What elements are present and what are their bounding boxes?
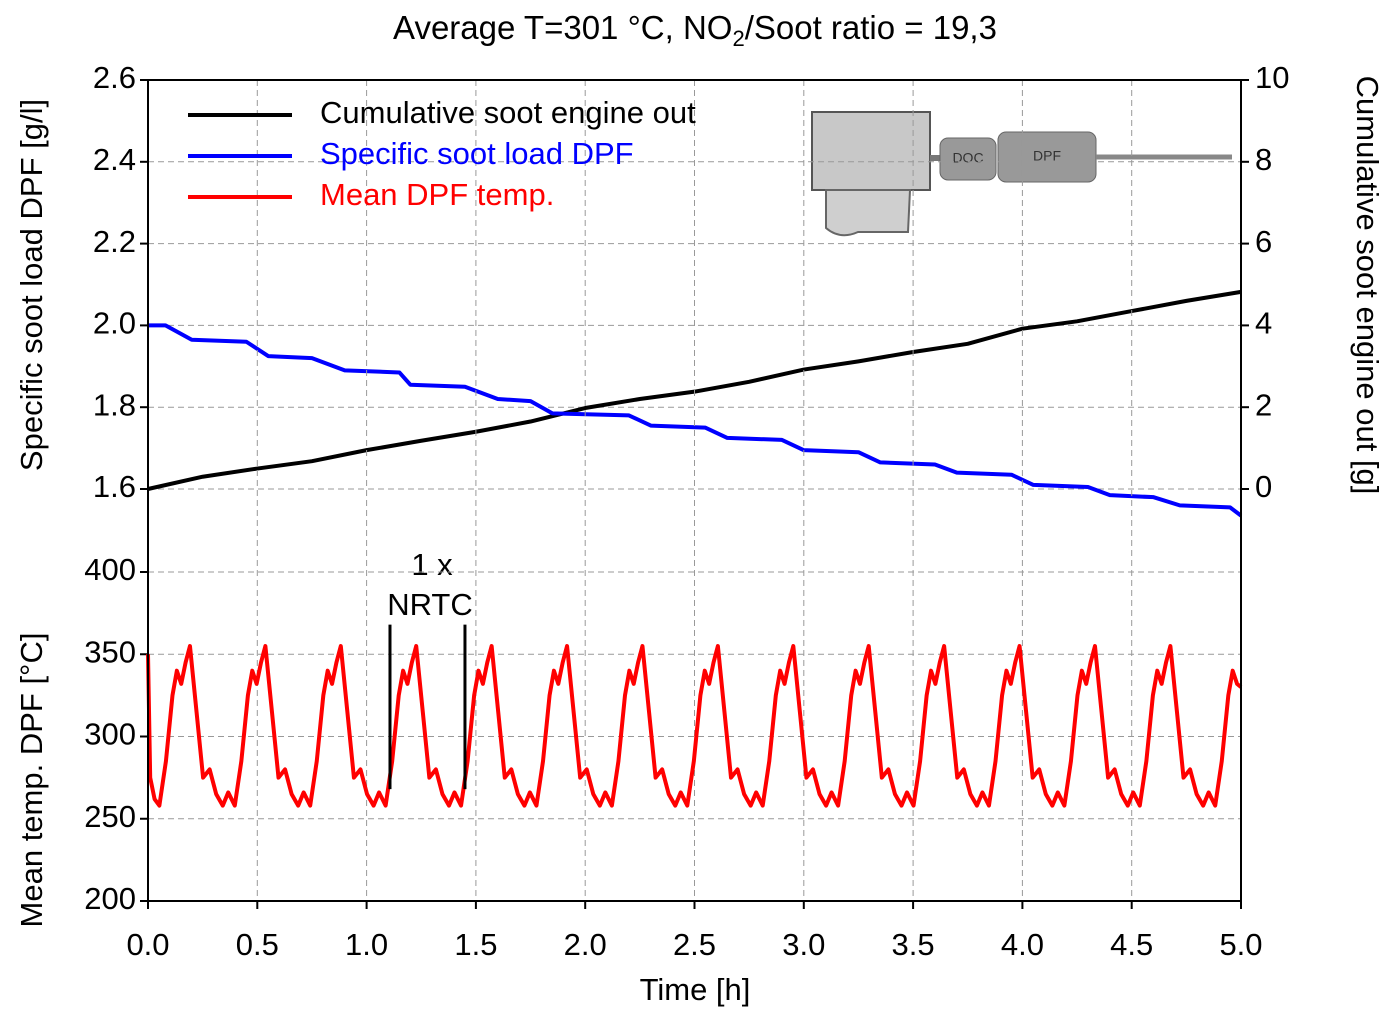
x-tick-label: 3.0 — [782, 927, 825, 962]
y2-tick-label: 6 — [1255, 224, 1272, 259]
x-tick-label: 1.5 — [454, 927, 497, 962]
inset-diagram: DOC DPF — [811, 111, 1232, 237]
y-tick-label: 2.0 — [93, 306, 136, 341]
title-rest: /Soot ratio = 19,3 — [745, 9, 997, 46]
y-tick-label: 1.6 — [93, 469, 136, 504]
data-line — [148, 323, 1243, 518]
plot-frame — [147, 79, 1242, 902]
chart-title: Average T=301 °C, NO2/Soot ratio = 19,3 — [393, 9, 997, 51]
x-tick-label: 2.0 — [564, 927, 607, 962]
y2-tick-label: 10 — [1255, 60, 1289, 95]
y-tick-label: 350 — [84, 634, 136, 669]
x-tick-label: 3.5 — [892, 927, 935, 962]
y-tick-label: 300 — [84, 717, 136, 752]
y-tick-label: 2.6 — [93, 60, 136, 95]
annotation: 1 x — [411, 547, 453, 582]
y-tick-label: 1.8 — [93, 387, 136, 422]
legend-label: Cumulative soot engine out — [320, 95, 696, 130]
y2-tick-label: 2 — [1255, 387, 1272, 422]
x-tick-label: 1.0 — [345, 927, 388, 962]
y2-tick-label: 8 — [1255, 142, 1272, 177]
y-axis-label: Specific soot load DPF [g/l] — [14, 99, 49, 471]
y-tick-label: 250 — [84, 799, 136, 834]
y-tick-label: 2.2 — [93, 224, 136, 259]
title-sub: 2 — [732, 26, 744, 51]
x-tick-label: 0.0 — [126, 927, 169, 962]
y-tick-label: 400 — [84, 552, 136, 587]
y2-axis-label: Cumulative soot engine out [g] — [1350, 76, 1385, 495]
engine — [811, 111, 931, 191]
y-axis-label: Mean temp. DPF [°C] — [14, 633, 49, 928]
inset-label: DPF — [1033, 148, 1061, 164]
y2-tick-label: 4 — [1255, 306, 1272, 341]
x-tick-label: 4.5 — [1110, 927, 1153, 962]
legend-label: Specific soot load DPF — [320, 136, 634, 171]
engine-sump — [825, 189, 912, 237]
x-tick-label: 5.0 — [1219, 927, 1262, 962]
annotation: NRTC — [387, 587, 473, 622]
y-tick-label: 200 — [84, 881, 136, 916]
x-tick-label: 0.5 — [236, 927, 279, 962]
data-line — [146, 644, 1243, 808]
doc-box — [939, 137, 997, 181]
y2-tick-label: 0 — [1255, 469, 1272, 504]
title-main: Average T=301 °C, NO — [393, 9, 732, 46]
y-tick-label: 2.4 — [93, 142, 136, 177]
x-tick-label: 2.5 — [673, 927, 716, 962]
x-tick-label: 4.0 — [1001, 927, 1044, 962]
x-axis-label: Time [h] — [640, 972, 751, 1007]
legend-label: Mean DPF temp. — [320, 177, 554, 212]
inset-label: DOC — [952, 150, 983, 166]
